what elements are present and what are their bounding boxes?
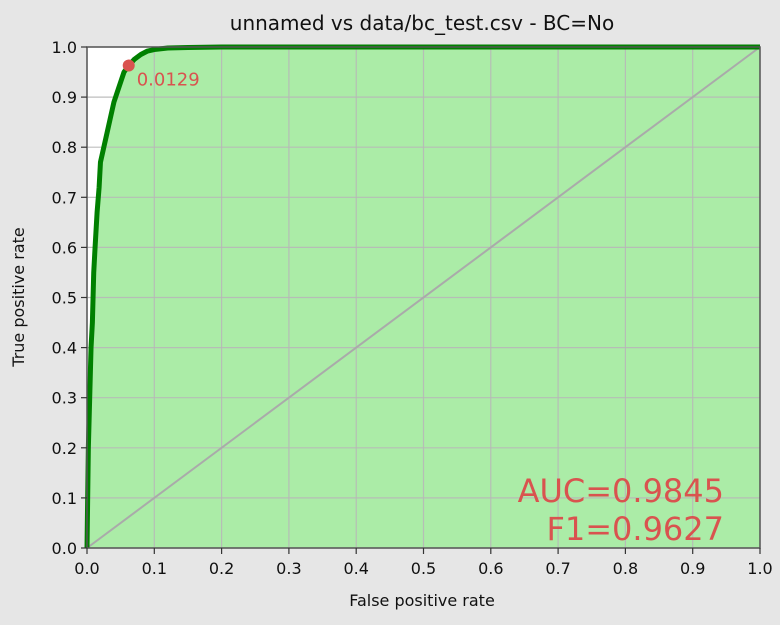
y-tick-label: 0.2 — [52, 439, 77, 458]
chart-title: unnamed vs data/bc_test.csv - BC=No — [230, 11, 614, 35]
y-axis-label: True positive rate — [9, 227, 28, 367]
threshold-marker — [122, 59, 135, 72]
auc-annotation: AUC=0.9845 — [518, 472, 724, 510]
x-axis-label: False positive rate — [349, 591, 495, 610]
y-tick-label: 0.4 — [52, 339, 77, 358]
x-tick-label: 0.2 — [209, 559, 234, 578]
y-tick-label: 0.5 — [52, 289, 77, 308]
y-tick-label: 1.0 — [52, 38, 77, 57]
x-tick-label: 0.0 — [74, 559, 99, 578]
y-tick-label: 0.0 — [52, 539, 77, 558]
threshold-label: 0.0129 — [137, 70, 200, 91]
x-tick-label: 0.3 — [276, 559, 301, 578]
x-tick-label: 0.4 — [343, 559, 368, 578]
x-axis-ticks: 0.0 0.1 0.2 0.3 0.4 0.5 0.6 0.7 0.8 0.9 1.0 — [74, 548, 773, 578]
y-tick-label: 0.8 — [52, 138, 77, 157]
x-tick-label: 0.6 — [478, 559, 503, 578]
x-tick-label: 0.5 — [411, 559, 436, 578]
chance-diagonal-line — [86, 46, 761, 549]
y-tick-label: 0.7 — [52, 188, 77, 207]
f1-annotation: F1=0.9627 — [546, 510, 724, 548]
x-tick-label: 0.7 — [545, 559, 570, 578]
y-tick-label: 0.6 — [52, 238, 77, 257]
y-tick-label: 0.3 — [52, 389, 77, 408]
x-tick-label: 1.0 — [747, 559, 772, 578]
x-tick-label: 0.8 — [613, 559, 638, 578]
y-tick-label: 0.9 — [52, 88, 77, 107]
y-tick-label: 0.1 — [52, 489, 77, 508]
y-axis-ticks: 0.0 0.1 0.2 0.3 0.4 0.5 0.6 0.7 0.8 0.9 1.0 — [52, 38, 87, 558]
x-tick-label: 0.1 — [142, 559, 167, 578]
x-tick-label: 0.9 — [680, 559, 705, 578]
